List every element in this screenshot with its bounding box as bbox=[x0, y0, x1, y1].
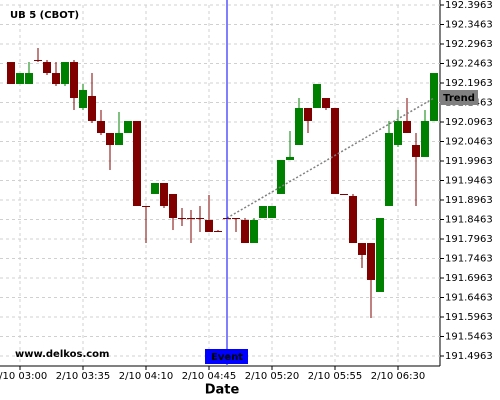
candle-body bbox=[52, 73, 60, 85]
candle-body bbox=[61, 62, 69, 85]
candle-body bbox=[97, 120, 105, 133]
candle-body bbox=[124, 120, 132, 133]
candle-body bbox=[367, 243, 375, 280]
x-tick-label: 2/10 04:10 bbox=[119, 371, 173, 382]
candle-body bbox=[16, 73, 24, 85]
candle-body bbox=[376, 218, 384, 292]
candle-body bbox=[268, 206, 276, 219]
candle-body bbox=[241, 220, 249, 244]
y-tick-label: 191.9463 bbox=[445, 175, 493, 186]
x-tick-label: 2/10 05:55 bbox=[308, 371, 362, 382]
y-tick-label: 191.7463 bbox=[445, 253, 493, 264]
y-tick-label: 191.5963 bbox=[445, 312, 493, 323]
candle-body bbox=[142, 206, 150, 208]
candle-body bbox=[70, 62, 78, 99]
candle-body bbox=[295, 107, 303, 146]
y-tick-label: 191.6963 bbox=[445, 273, 493, 284]
candle-body bbox=[169, 193, 177, 219]
candle-body bbox=[277, 159, 285, 194]
candle-body bbox=[412, 145, 420, 157]
y-tick-label: 191.7963 bbox=[445, 234, 493, 245]
trend-label: Trend bbox=[443, 93, 475, 104]
candle-body bbox=[43, 62, 51, 74]
candle-body bbox=[106, 132, 114, 146]
candle-body bbox=[250, 220, 258, 244]
candle-body bbox=[133, 120, 141, 207]
candle-body bbox=[394, 120, 402, 146]
candle-body bbox=[259, 206, 267, 219]
trend-label-box bbox=[440, 90, 478, 105]
y-tick-label: 192.1963 bbox=[445, 78, 493, 89]
y-tick-label: 191.9963 bbox=[445, 156, 493, 167]
x-tick-label: 2/10 04:45 bbox=[182, 371, 236, 382]
candle-body bbox=[286, 156, 294, 160]
candle-body bbox=[304, 107, 312, 121]
candle-body bbox=[322, 98, 330, 108]
candle-body bbox=[232, 218, 240, 220]
candle-body bbox=[385, 132, 393, 207]
candle-body bbox=[160, 182, 168, 207]
y-tick-label: 191.8963 bbox=[445, 195, 493, 206]
y-tick-label: 192.2963 bbox=[445, 39, 493, 50]
candle-body bbox=[403, 120, 411, 133]
y-tick-label: 191.4963 bbox=[445, 351, 493, 362]
candle-body bbox=[349, 195, 357, 244]
x-axis-title: Date bbox=[205, 383, 240, 398]
candle-body bbox=[178, 218, 186, 220]
y-tick-label: 191.5463 bbox=[445, 331, 493, 342]
candle-body bbox=[25, 73, 33, 85]
y-tick-label: 191.6463 bbox=[445, 292, 493, 303]
x-tick-label: 2/10 03:00 bbox=[0, 371, 47, 382]
candle-body bbox=[7, 62, 15, 85]
y-tick-label: 192.0463 bbox=[445, 136, 493, 147]
candle-body bbox=[430, 73, 438, 121]
candle-body bbox=[151, 182, 159, 194]
candle-body bbox=[358, 243, 366, 255]
y-tick-label: 192.0963 bbox=[445, 117, 493, 128]
chart-title: UB 5 (CBOT) bbox=[10, 10, 79, 21]
x-tick-label: 2/10 06:30 bbox=[371, 371, 425, 382]
candle-body bbox=[115, 132, 123, 146]
x-tick-label: 2/10 03:35 bbox=[56, 371, 110, 382]
candle-body bbox=[214, 230, 222, 232]
x-tick-label: 2/10 05:20 bbox=[245, 371, 299, 382]
watermark: www.delkos.com bbox=[15, 349, 109, 360]
candle-body bbox=[34, 59, 42, 61]
candle-body bbox=[79, 89, 87, 108]
y-tick-label: 192.3463 bbox=[445, 19, 493, 30]
y-tick-label: 192.3963 bbox=[445, 0, 493, 11]
y-tick-label: 191.8463 bbox=[445, 214, 493, 225]
candle-body bbox=[205, 220, 213, 233]
candle-body bbox=[187, 218, 195, 220]
candle-body bbox=[421, 120, 429, 157]
candle-body bbox=[196, 218, 204, 220]
event-label: Event bbox=[211, 352, 243, 363]
candle-body bbox=[340, 193, 348, 195]
candle-body bbox=[88, 95, 96, 121]
candle-body bbox=[331, 107, 339, 194]
event-label-box bbox=[205, 349, 248, 364]
candle-body bbox=[313, 84, 321, 108]
y-tick-label: 192.2463 bbox=[445, 58, 493, 69]
